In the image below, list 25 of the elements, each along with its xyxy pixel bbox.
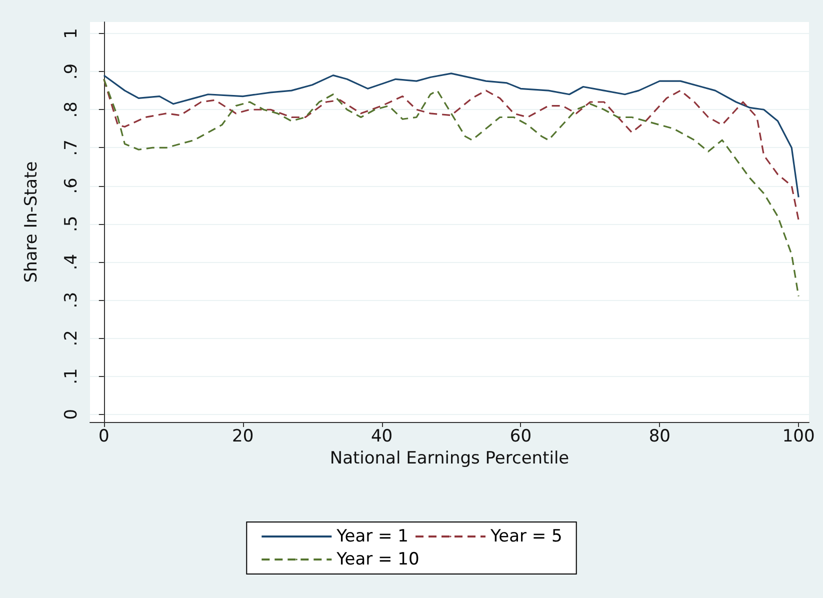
x-tick-label: 0 [98, 426, 110, 446]
line-series [103, 78, 800, 298]
y-tick-label: .2 [62, 330, 82, 346]
y-tick-label: .1 [62, 368, 82, 384]
x-tick-label: 20 [232, 426, 254, 446]
x-axis-title: National Earnings Percentile [330, 448, 570, 468]
x-tick-label: 40 [370, 426, 393, 446]
y-tick-label: 0 [62, 408, 82, 420]
y-tick-label: 1 [62, 28, 82, 39]
legend-label: Year = 10 [336, 550, 420, 570]
legend-label: Year = 1 [336, 526, 409, 546]
y-tick-label: .3 [62, 292, 82, 308]
legend-label: Year = 5 [490, 526, 562, 546]
x-tick-label: 80 [648, 426, 670, 446]
y-tick-label: .6 [62, 178, 82, 194]
line-series [103, 72, 800, 198]
y-tick-label: .8 [62, 102, 82, 118]
y-tick-label: .4 [62, 254, 82, 270]
y-tick-label: .9 [62, 63, 82, 80]
y-tick-label: .5 [62, 216, 82, 232]
line-series [103, 78, 800, 221]
x-tick-label: 60 [510, 426, 532, 446]
x-tick-label: 100 [782, 426, 815, 446]
y-axis-title: Share In-State [22, 161, 42, 283]
y-tick-label: .7 [62, 140, 82, 156]
